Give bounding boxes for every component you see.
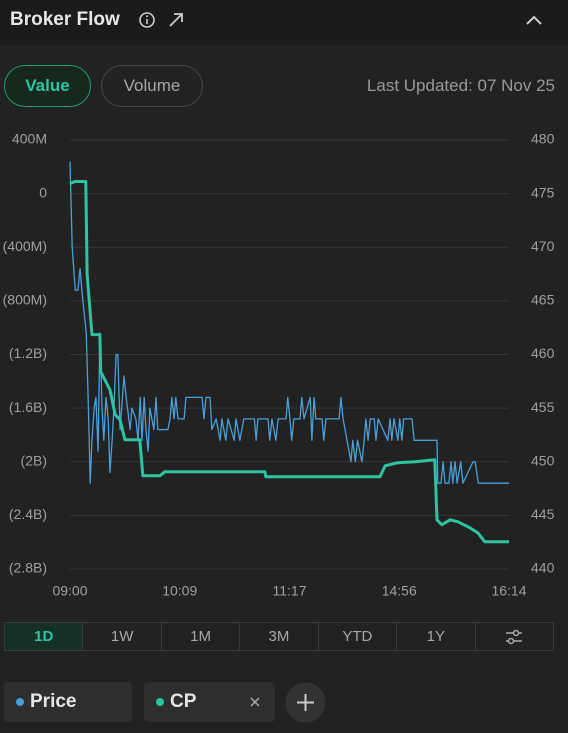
range-button[interactable]: 1W	[83, 623, 162, 650]
y2-tick-label: 460	[531, 345, 555, 361]
info-icon[interactable]	[138, 11, 156, 29]
x-tick-label: 16:14	[491, 583, 526, 599]
y-tick-label: (800M)	[3, 292, 47, 308]
series-dot	[16, 698, 24, 706]
panel-title: Broker Flow	[10, 9, 120, 30]
range-button[interactable]: 3M	[240, 623, 319, 650]
y2-tick-label: 440	[531, 560, 555, 576]
x-tick-label: 14:56	[382, 583, 417, 599]
series-name: Price	[30, 691, 77, 712]
y-tick-label: 400M	[12, 131, 47, 147]
last-updated: Last Updated: 07 Nov 25	[366, 76, 555, 95]
series-name: CP	[170, 691, 197, 712]
y-tick-label: (2.4B)	[9, 506, 47, 522]
range-button[interactable]: 1D	[5, 623, 84, 650]
header: Broker Flow	[0, 0, 568, 45]
y-tick-label: (2B)	[21, 452, 47, 468]
y2-tick-label: 475	[531, 184, 555, 200]
x-tick-label: 11:17	[273, 583, 307, 599]
y2-tick-label: 445	[531, 506, 555, 522]
range-button[interactable]: YTD	[319, 623, 398, 650]
series-dot	[156, 698, 164, 706]
external-link-icon[interactable]	[167, 11, 185, 29]
settings-button[interactable]	[476, 623, 553, 650]
y2-tick-label: 480	[531, 131, 555, 147]
range-button[interactable]: 1Y	[397, 623, 476, 650]
tab[interactable]: Value	[4, 65, 91, 107]
range-selector: 1D 1W 1M 3M YTD 1Y	[4, 622, 554, 651]
y-tick-label: (400M)	[3, 238, 47, 254]
y2-tick-label: 450	[531, 452, 555, 468]
x-tick-label: 10:09	[162, 583, 197, 599]
x-tick-label: 09:00	[52, 583, 87, 599]
add-series-button[interactable]	[285, 682, 326, 723]
collapse-icon[interactable]	[524, 12, 544, 28]
series-chip[interactable]: CP	[144, 682, 275, 722]
remove-icon[interactable]	[249, 696, 261, 708]
range-button[interactable]: 1M	[162, 623, 241, 650]
series-line	[69, 161, 509, 484]
y-tick-label: (1.6B)	[9, 399, 47, 415]
y-tick-label: (1.2B)	[9, 345, 47, 361]
tab[interactable]: Volume	[101, 65, 203, 107]
series-line	[69, 180, 509, 544]
y-tick-label: (2.8B)	[9, 560, 47, 576]
y2-tick-label: 465	[531, 292, 555, 308]
y2-tick-label: 470	[531, 238, 555, 254]
y2-tick-label: 455	[531, 399, 555, 415]
settings-icon	[506, 629, 523, 644]
series-chip[interactable]: Price	[4, 682, 132, 722]
y-tick-label: 0	[39, 184, 47, 200]
chart: 400M 0 (400M) (800M) (1.2B) (1.6B) (2B) (2.4B) (…	[3, 131, 555, 599]
